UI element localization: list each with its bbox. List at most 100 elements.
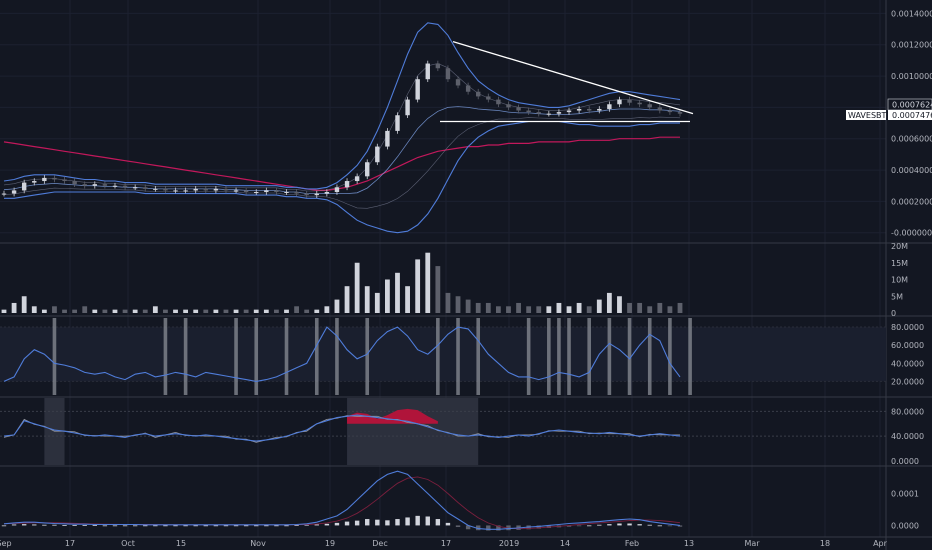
price-tick-label: -0.0000000 bbox=[891, 229, 932, 238]
volume-bar bbox=[122, 309, 128, 313]
time-tick-label: 18 bbox=[820, 539, 830, 548]
candle-body bbox=[425, 63, 430, 80]
price-pane[interactable] bbox=[1, 22, 694, 234]
oscillator-1-signal-bar bbox=[436, 318, 440, 395]
price-tick-label: 0.0006000 bbox=[891, 135, 932, 144]
oscillator-3-histogram-bar bbox=[566, 525, 572, 527]
volume-bar bbox=[102, 309, 108, 313]
time-tick-label: Mar bbox=[744, 539, 760, 548]
oscillator-3-histogram-bar bbox=[264, 525, 269, 527]
candle-body bbox=[52, 177, 57, 180]
time-tick-label: 2019 bbox=[499, 539, 519, 548]
volume-bar bbox=[62, 309, 67, 313]
candle-body bbox=[476, 91, 481, 97]
time-axis[interactable]: Sep 17 Oct 15 Nov 19 Dec 17 2019 14 Feb 13 Mar 18 Apr bbox=[0, 539, 888, 548]
volume-bar bbox=[526, 306, 532, 313]
time-tick-label: 17 bbox=[441, 539, 451, 548]
volume-bar bbox=[516, 302, 521, 313]
volume-bar bbox=[667, 306, 673, 313]
candle-body bbox=[1, 193, 7, 195]
volume-bar bbox=[152, 306, 158, 313]
oscillator-1-signal-bar bbox=[254, 318, 259, 395]
candle-body bbox=[132, 187, 138, 189]
volume-bar bbox=[566, 306, 572, 313]
time-tick-label: Dec bbox=[372, 539, 387, 548]
oscillator-3-histogram-bar bbox=[42, 524, 47, 526]
candle-body bbox=[42, 177, 47, 182]
candle-body bbox=[254, 192, 259, 193]
candle-body bbox=[143, 187, 148, 189]
time-tick-label: Sep bbox=[0, 539, 12, 548]
oscillator-3-histogram-bar bbox=[11, 524, 17, 526]
candle-body bbox=[284, 192, 289, 193]
volume-bar bbox=[576, 302, 582, 313]
volume-bar bbox=[324, 306, 330, 313]
oscillator-3-histogram-bar bbox=[657, 525, 663, 527]
price-tick-label: 0.0002000 bbox=[891, 197, 932, 206]
oscillator-3-histogram-bar bbox=[132, 525, 138, 527]
volume-pane[interactable] bbox=[1, 252, 683, 313]
candle-body bbox=[597, 108, 602, 111]
candle-body bbox=[455, 79, 461, 86]
inner-lower-band-line bbox=[3, 116, 681, 209]
oscillator-1-band bbox=[0, 327, 886, 382]
candle-body bbox=[72, 181, 77, 185]
oscillator-pane-2[interactable] bbox=[0, 398, 886, 465]
oscillator-1-tick-label: 20.0000 bbox=[891, 377, 924, 386]
candle-body bbox=[496, 99, 501, 105]
oscillator-2-shade bbox=[347, 398, 479, 465]
oscillator-3-histogram-bar bbox=[203, 525, 208, 527]
oscillator-1-signal-bar bbox=[314, 318, 319, 395]
time-tick-label: 13 bbox=[684, 539, 694, 548]
volume-bar bbox=[556, 302, 562, 313]
volume-bar bbox=[627, 302, 632, 313]
oscillator-3-histogram-bar bbox=[476, 525, 481, 531]
symbol-label: WAVESBTC bbox=[848, 111, 892, 120]
volume-bar bbox=[1, 309, 7, 313]
candle-body bbox=[193, 188, 198, 191]
volume-bar bbox=[606, 292, 612, 313]
volume-bar bbox=[385, 279, 390, 313]
candle-body bbox=[576, 108, 582, 111]
candle-body bbox=[294, 192, 299, 194]
oscillator-3-line bbox=[3, 470, 681, 530]
symbol-tag: WAVESBTC 0.0007476 bbox=[846, 110, 932, 120]
oscillator-3-histogram-bar bbox=[465, 525, 471, 530]
oscillator-3-histogram-bar bbox=[354, 520, 360, 526]
candle-body bbox=[153, 188, 158, 190]
oscillator-pane-3[interactable] bbox=[1, 470, 683, 531]
oscillator-3-histogram-bar bbox=[597, 524, 602, 526]
oscillator-3-histogram-bar bbox=[455, 525, 461, 528]
candle-body bbox=[627, 99, 632, 103]
volume-bar bbox=[163, 309, 168, 313]
oscillator-1-signal-bar bbox=[547, 318, 551, 395]
candle-body bbox=[243, 190, 249, 192]
volume-bar bbox=[112, 309, 118, 313]
oscillator-3-histogram-bar bbox=[163, 525, 168, 527]
volume-bar bbox=[647, 306, 653, 313]
indicator-axes: 20M 15M 10M 5M 0 80.0000 60.0000 40.0000 20.0000… bbox=[891, 242, 924, 530]
oscillator-2-tick-label: 40.0000 bbox=[891, 432, 924, 441]
oscillator-3-histogram-bar bbox=[324, 523, 330, 526]
candle-body bbox=[486, 96, 491, 100]
candle-body bbox=[637, 102, 642, 105]
oscillator-3-histogram-bar bbox=[365, 519, 370, 526]
oscillator-1-signal-bar bbox=[163, 318, 168, 395]
candle-body bbox=[223, 188, 229, 191]
price-tick-label: 0.0010000 bbox=[891, 72, 932, 81]
oscillator-3-histogram-bar bbox=[344, 521, 350, 526]
oscillator-pane-1[interactable] bbox=[0, 318, 886, 395]
candle-body bbox=[314, 193, 319, 196]
oscillator-1-signal-bar bbox=[668, 318, 672, 395]
volume-bar bbox=[657, 302, 663, 313]
candle-body bbox=[304, 193, 309, 196]
oscillator-1-signal-bar bbox=[456, 318, 460, 395]
last-price-tag: 0.0007624 bbox=[887, 98, 932, 111]
volume-bar bbox=[274, 309, 279, 313]
oscillator-3-histogram-bar bbox=[173, 525, 178, 527]
time-tick-label: 14 bbox=[560, 539, 570, 548]
symbol-price-label: 0.0007476 bbox=[892, 111, 932, 120]
volume-bar bbox=[465, 299, 471, 313]
candle-body bbox=[274, 190, 279, 192]
